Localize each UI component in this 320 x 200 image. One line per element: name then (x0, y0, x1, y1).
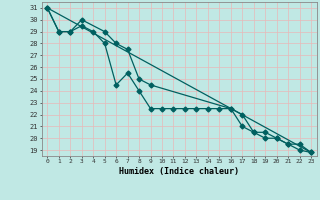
X-axis label: Humidex (Indice chaleur): Humidex (Indice chaleur) (119, 167, 239, 176)
